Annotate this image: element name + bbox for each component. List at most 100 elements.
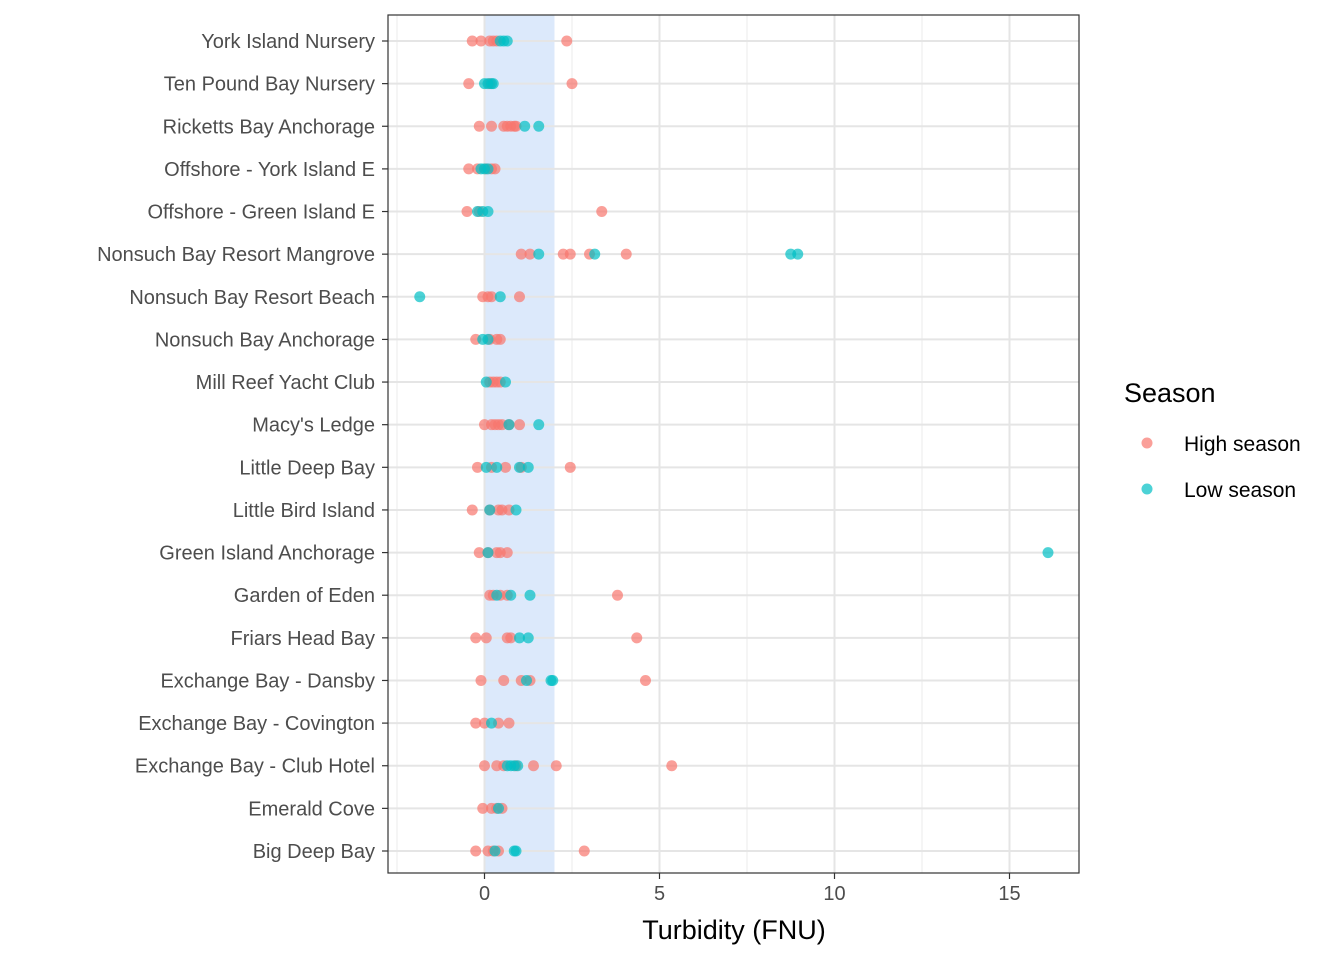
y-tick-label: Offshore - York Island E: [164, 159, 375, 181]
plot-area: [387, 14, 1080, 874]
y-tick-label: Little Bird Island: [233, 500, 375, 522]
y-tick-label: Mill Reef Yacht Club: [196, 372, 375, 394]
low-season-point: [514, 461, 525, 473]
low-season-point: [547, 674, 559, 686]
y-tick-label: Exchange Bay - Dansby: [160, 670, 375, 692]
low-season-point: [519, 120, 531, 132]
high-season-point: [514, 419, 525, 431]
high-season-point: [500, 461, 511, 473]
low-season-point: [480, 376, 492, 388]
high-season-point: [494, 333, 506, 345]
low-season-point: [524, 589, 536, 601]
low-season-point: [500, 376, 511, 388]
y-tick-label: Offshore - Green Island E: [147, 202, 375, 224]
y-tick-label: Nonsuch Bay Resort Mangrove: [97, 244, 375, 266]
y-tick-label: Green Island Anchorage: [159, 543, 375, 565]
high-season-point: [463, 163, 475, 175]
y-tick-label: Macy's Ledge: [252, 415, 375, 437]
legend-label-low-season: Low season: [1184, 479, 1296, 502]
high-season-point: [561, 35, 573, 47]
low-season-point: [480, 461, 492, 473]
high-season-point: [498, 674, 510, 686]
high-season-point: [515, 248, 527, 260]
low-season-point: [589, 248, 601, 260]
low-season-point: [484, 504, 496, 516]
high-season-point: [505, 632, 517, 644]
high-season-point: [566, 78, 578, 90]
low-season-point: [533, 248, 545, 260]
high-season-point: [461, 206, 473, 218]
low-season-point: [494, 291, 506, 303]
x-tick-label: 10: [823, 883, 845, 905]
high-season-point: [480, 632, 492, 644]
y-tick-label: Ten Pound Bay Nursery: [164, 74, 375, 96]
low-season-point: [482, 333, 494, 345]
y-tick-label: Garden of Eden: [234, 585, 375, 607]
low-season-point: [521, 674, 532, 686]
low-season-point: [522, 632, 534, 644]
high-season-point: [510, 120, 522, 132]
low-season-point: [514, 632, 525, 644]
low-season-point: [1042, 547, 1054, 559]
high-season-point: [466, 35, 478, 47]
high-season-point: [528, 760, 539, 772]
high-season-point: [640, 674, 651, 686]
y-tick-label: Nonsuch Bay Resort Beach: [129, 287, 375, 309]
y-tick-label: Little Deep Bay: [239, 457, 375, 479]
x-tick-label: 15: [998, 883, 1020, 905]
low-season-point: [792, 248, 804, 260]
y-axis: York Island Nursery Ten Pound Bay Nursery…: [97, 31, 388, 863]
x-tick-label: 5: [654, 883, 665, 905]
x-axis: 0 5 10 15: [479, 873, 1021, 905]
high-season-point: [470, 717, 482, 729]
y-tick-label: York Island Nursery: [201, 31, 375, 53]
y-tick-label: Friars Head Bay: [231, 628, 376, 650]
low-season-point: [512, 760, 524, 772]
high-season-point: [503, 717, 515, 729]
high-season-point: [578, 845, 590, 857]
y-tick-label: Exchange Bay - Club Hotel: [135, 756, 375, 778]
low-season-point: [522, 461, 534, 473]
low-season-point: [491, 589, 503, 601]
low-season-point: [482, 206, 494, 218]
high-season-point: [470, 845, 482, 857]
high-season-point: [486, 291, 497, 303]
high-season-point: [620, 248, 632, 260]
low-season-point: [487, 78, 499, 90]
high-season-point: [475, 674, 487, 686]
high-season-point: [631, 632, 643, 644]
y-tick-label: Nonsuch Bay Anchorage: [155, 329, 375, 351]
high-season-point: [612, 589, 623, 601]
high-season-point: [514, 291, 525, 303]
high-season-point: [666, 760, 678, 772]
legend-key-low-season: [1141, 483, 1153, 495]
low-season-point: [505, 589, 517, 601]
low-season-point: [482, 163, 494, 175]
reference-band: [484, 15, 555, 873]
low-season-point: [501, 35, 513, 47]
legend: Season High season Low season: [1124, 378, 1301, 502]
high-season-point: [477, 802, 489, 814]
high-season-point: [473, 120, 485, 132]
low-season-point: [493, 802, 504, 814]
high-season-point: [470, 632, 482, 644]
high-season-point: [564, 248, 576, 260]
low-season-point: [482, 547, 494, 559]
panel-border: [387, 14, 1080, 874]
low-season-point: [491, 461, 503, 473]
x-tick-label: 0: [479, 883, 490, 905]
high-season-point: [466, 504, 478, 516]
high-season-point: [596, 206, 608, 218]
low-season-point: [510, 504, 522, 516]
high-season-point: [473, 547, 485, 559]
low-season-point: [510, 845, 522, 857]
legend-title: Season: [1124, 378, 1216, 408]
legend-label-high-season: High season: [1184, 433, 1301, 456]
legend-key-high-season: [1141, 437, 1153, 449]
high-season-point: [486, 120, 497, 132]
y-tick-label: Ricketts Bay Anchorage: [163, 116, 375, 138]
high-season-point: [501, 547, 513, 559]
y-tick-label: Big Deep Bay: [253, 841, 375, 863]
